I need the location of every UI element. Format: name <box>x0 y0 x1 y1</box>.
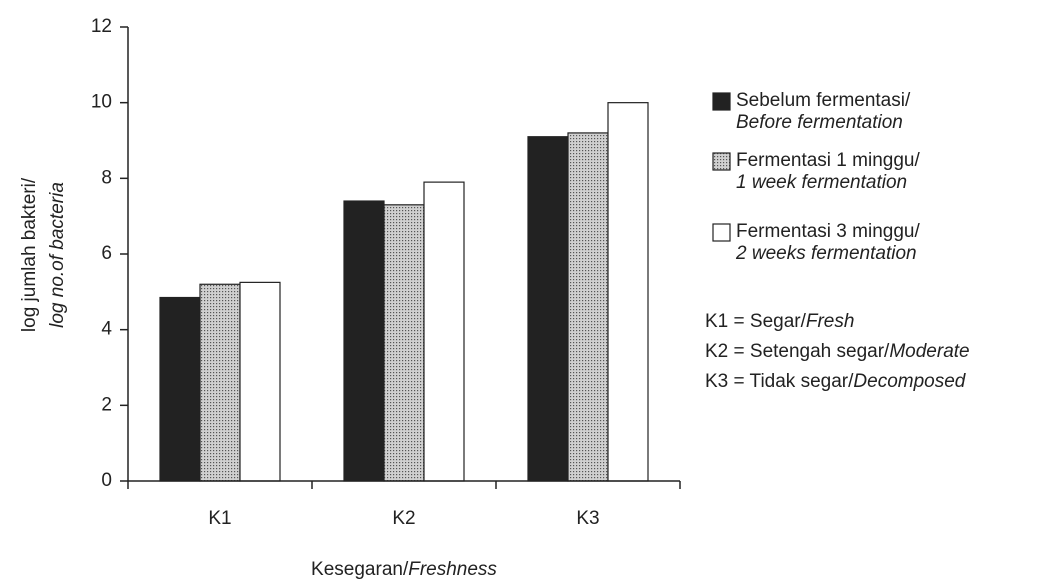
legend-label: Sebelum fermentasi/ <box>736 90 911 111</box>
x-axis-label: Kesegaran/Freshness <box>311 559 497 580</box>
note-text: Decomposed <box>853 371 966 392</box>
y-tick-label: 0 <box>101 470 112 491</box>
bar <box>159 296 201 482</box>
y-axis-label: log no.of bacteria <box>47 182 68 328</box>
legend-swatch <box>712 223 731 242</box>
y-tick-label: 6 <box>101 243 112 264</box>
note: K2 = Setengah segar/Moderate <box>705 341 970 362</box>
bar <box>199 283 241 482</box>
bar <box>423 181 465 482</box>
y-axis-label: log jumlah bakteri/ <box>19 177 40 332</box>
y-tick-label: 8 <box>101 167 112 188</box>
y-tick-label: 12 <box>91 16 112 37</box>
bar <box>607 102 649 482</box>
legend-label: Before fermentation <box>736 112 903 133</box>
legend-swatch <box>712 92 731 111</box>
note-text: K3 = Tidak segar/ <box>705 371 854 392</box>
note-text: K2 = Setengah segar/ <box>705 341 890 362</box>
x-tick-label: K3 <box>576 508 599 529</box>
note-text: Moderate <box>889 341 969 362</box>
legend-swatch <box>712 152 731 171</box>
x-tick-label: K1 <box>208 508 231 529</box>
note-text: Fresh <box>806 311 855 332</box>
y-tick-label: 4 <box>101 319 112 340</box>
x-tick-label: K2 <box>392 508 415 529</box>
bar <box>527 136 569 482</box>
y-tick-label: 2 <box>101 394 112 415</box>
legend-label: Fermentasi 1 minggu/ <box>736 150 920 171</box>
note: K1 = Segar/Fresh <box>705 311 854 332</box>
legend-label: Fermentasi 3 minggu/ <box>736 221 920 242</box>
note: K3 = Tidak segar/Decomposed <box>705 371 967 392</box>
bar <box>567 132 609 482</box>
note-text: K1 = Segar/ <box>705 311 807 332</box>
bar <box>383 204 425 482</box>
legend-label: 2 weeks fermentation <box>735 243 917 264</box>
y-tick-label: 10 <box>91 92 112 113</box>
bar <box>239 281 281 482</box>
legend-label: 1 week fermentation <box>736 172 907 193</box>
bar <box>343 200 385 482</box>
